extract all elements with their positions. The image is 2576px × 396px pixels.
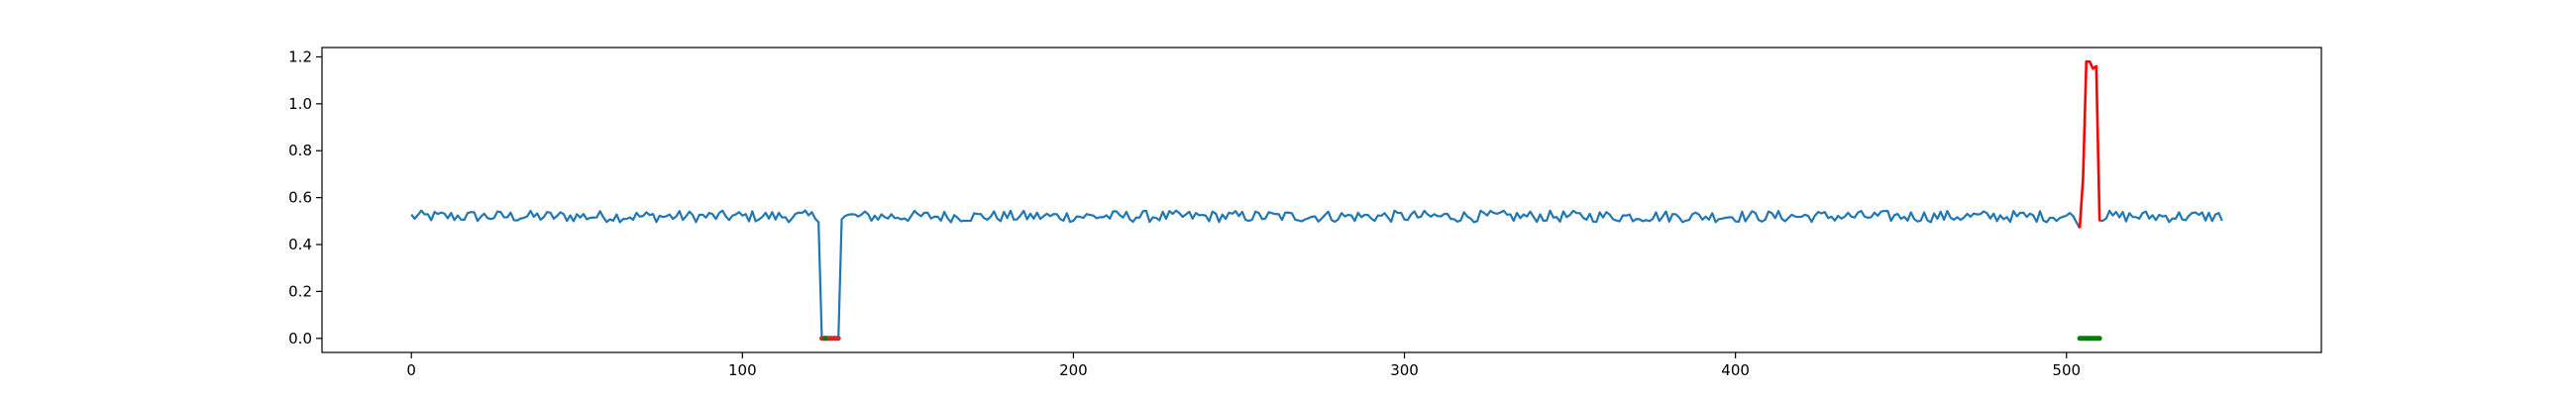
anomaly-series-line xyxy=(2078,59,2101,229)
x-tick-label: 0 xyxy=(406,361,416,379)
plot-frame xyxy=(321,47,2322,353)
y-tick-label: 0.0 xyxy=(288,330,312,347)
x-tick-label: 300 xyxy=(1390,361,1419,379)
marker-point xyxy=(822,336,828,342)
axes: 0 100 200 300 400 500 0.0 0.2 0.4 0.6 0.8 1.0 1.2 xyxy=(288,47,2322,379)
x-tick-label: 400 xyxy=(1721,361,1750,379)
y-tick-label: 1.0 xyxy=(288,95,312,113)
y-tick-label: 0.4 xyxy=(288,236,312,253)
y-tick-label: 0.6 xyxy=(288,189,312,207)
x-tick-label: 500 xyxy=(2052,361,2081,379)
plot-area xyxy=(410,59,2223,342)
y-tick-label: 1.2 xyxy=(288,48,312,65)
y-tick-label: 0.8 xyxy=(288,142,312,159)
x-tick-label: 100 xyxy=(728,361,757,379)
signal-series-line xyxy=(410,209,2082,340)
signal-series-line xyxy=(2099,209,2223,224)
x-tick-label: 200 xyxy=(1059,361,1088,379)
y-tick-label: 0.2 xyxy=(288,282,312,300)
